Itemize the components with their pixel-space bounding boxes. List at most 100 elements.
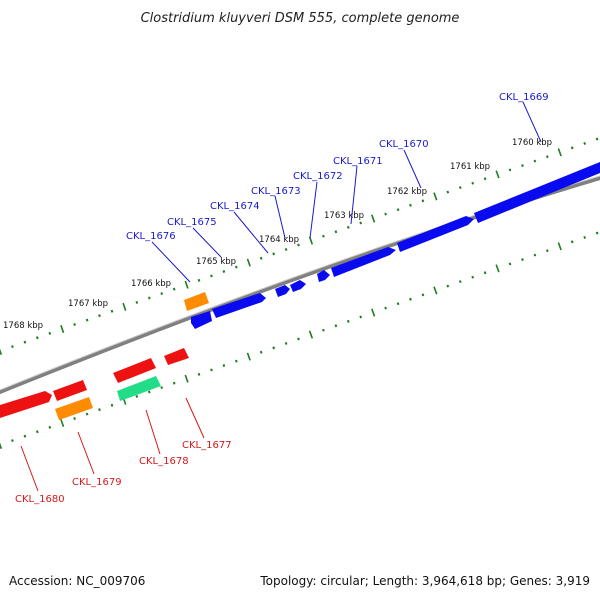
label-ckl-1679[interactable]: CKL_1679 xyxy=(72,477,122,488)
scale-minor-tick xyxy=(521,258,524,262)
label-ckl-1678[interactable]: CKL_1678 xyxy=(139,456,189,467)
scale-minor-tick xyxy=(446,284,450,288)
scale-minor-tick xyxy=(297,337,300,341)
scale-minor-tick xyxy=(334,324,338,328)
scale-minor-tick xyxy=(570,240,574,244)
scale-minor-tick xyxy=(73,323,76,326)
scale-minor-tick xyxy=(521,164,524,168)
scale-major-tick xyxy=(184,280,189,289)
scale-minor-tick xyxy=(359,221,363,225)
scale-major-tick xyxy=(184,374,189,383)
scale-minor-tick xyxy=(284,341,288,345)
scale-minor-tick xyxy=(98,408,101,412)
scale-minor-tick xyxy=(11,345,14,349)
scale-minor-tick xyxy=(272,346,276,350)
label-ckl-1673[interactable]: CKL_1673 xyxy=(251,186,301,197)
scale-major-tick xyxy=(557,242,562,251)
map-title: Clostridium kluyveri DSM 555, complete g… xyxy=(141,11,460,26)
label-ckl-1669[interactable]: CKL_1669 xyxy=(499,92,549,103)
scale-minor-tick xyxy=(11,439,14,443)
kbp-label-1763: 1763 kbp xyxy=(324,211,364,221)
inner-scale-ticks xyxy=(0,231,599,450)
scale-minor-tick xyxy=(23,434,27,438)
scale-minor-tick xyxy=(545,155,549,159)
scale-minor-tick xyxy=(396,302,400,306)
reverse-gene-labels: CKL_1680 CKL_1679 CKL_1678 CKL_1677 xyxy=(15,440,232,505)
scale-minor-tick xyxy=(284,247,288,251)
gene-ckl-1676[interactable] xyxy=(191,311,212,329)
kbp-label-1762: 1762 kbp xyxy=(387,187,427,197)
scale-minor-tick xyxy=(197,372,201,376)
scale-minor-tick xyxy=(322,328,325,332)
scale-minor-tick xyxy=(421,199,425,203)
label-ckl-1674[interactable]: CKL_1674 xyxy=(210,201,260,212)
gene-ckl-1680[interactable] xyxy=(0,391,52,418)
gene-ckl-1672[interactable] xyxy=(317,270,330,282)
label-ckl-1671[interactable]: CKL_1671 xyxy=(333,156,383,167)
label-ckl-1672[interactable]: CKL_1672 xyxy=(293,171,343,182)
scale-major-tick xyxy=(308,236,314,245)
scale-minor-tick xyxy=(483,177,487,181)
label-ckl-1670[interactable]: CKL_1670 xyxy=(379,139,429,150)
gene-ckl-1679[interactable] xyxy=(55,397,93,420)
kbp-label-1767: 1767 kbp xyxy=(68,299,108,309)
gene-ckl-1678b[interactable] xyxy=(113,358,156,383)
scale-minor-tick xyxy=(110,309,114,313)
scale-minor-tick xyxy=(583,141,587,145)
genome-stats-text: Topology: circular; Length: 3,964,618 bp… xyxy=(259,574,590,588)
scale-major-tick xyxy=(60,324,65,333)
scale-minor-tick xyxy=(595,137,599,141)
label-ckl-1675[interactable]: CKL_1675 xyxy=(167,217,217,228)
gene-ckl-1669[interactable] xyxy=(474,162,600,223)
scale-minor-tick xyxy=(234,265,238,269)
gene-ckl-1673[interactable] xyxy=(290,280,306,292)
kbp-label-1768: 1768 kbp xyxy=(3,321,43,331)
reverse-leader-lines xyxy=(20,397,205,492)
gene-ckl-1675[interactable] xyxy=(212,293,266,318)
scale-major-tick xyxy=(495,264,500,273)
scale-major-tick xyxy=(433,286,438,295)
scale-major-tick xyxy=(60,418,65,427)
scale-minor-tick xyxy=(259,256,263,260)
kbp-label-1765: 1765 kbp xyxy=(196,257,236,267)
outer-scale-ticks xyxy=(0,137,599,356)
scale-minor-tick xyxy=(384,306,387,310)
gene-ckl-1674[interactable] xyxy=(275,285,290,297)
scale-minor-tick xyxy=(160,386,164,390)
scale-minor-tick xyxy=(234,359,238,363)
scale-minor-tick xyxy=(346,225,350,229)
label-ckl-1680[interactable]: CKL_1680 xyxy=(15,494,65,505)
scale-minor-tick xyxy=(85,412,89,416)
scale-minor-tick xyxy=(508,262,512,266)
scale-minor-tick xyxy=(421,293,425,297)
scale-minor-tick xyxy=(272,252,276,256)
gene-ckl-1677[interactable] xyxy=(164,348,189,365)
scale-minor-tick xyxy=(23,340,27,344)
scale-major-tick xyxy=(433,192,438,201)
scale-minor-tick xyxy=(533,253,537,257)
gene-ckl-1680b[interactable] xyxy=(53,380,87,401)
label-ckl-1677[interactable]: CKL_1677 xyxy=(182,440,232,451)
scale-minor-tick xyxy=(471,181,475,185)
scale-minor-tick xyxy=(322,234,325,238)
scale-minor-tick xyxy=(446,190,450,194)
gene-ckl-1671[interactable] xyxy=(331,247,396,277)
scale-minor-tick xyxy=(297,243,300,247)
gene-ckl-1678[interactable] xyxy=(117,376,161,401)
scale-minor-tick xyxy=(483,271,487,275)
scale-minor-tick xyxy=(545,249,549,253)
scale-minor-tick xyxy=(222,270,226,273)
kbp-label-1764: 1764 kbp xyxy=(259,235,299,245)
gene-ckl-1670[interactable] xyxy=(397,216,474,252)
scale-minor-tick xyxy=(73,417,76,420)
label-ckl-1676[interactable]: CKL_1676 xyxy=(126,231,176,242)
scale-major-tick xyxy=(495,170,500,179)
kbp-label-1761: 1761 kbp xyxy=(450,162,490,172)
scale-minor-tick xyxy=(409,297,412,301)
gene-orange-forward[interactable] xyxy=(184,292,209,311)
kbp-label-1760: 1760 kbp xyxy=(512,138,552,148)
scale-major-tick xyxy=(557,148,562,157)
scale-minor-tick xyxy=(160,292,164,296)
scale-minor-tick xyxy=(396,208,400,212)
scale-minor-tick xyxy=(471,275,475,279)
